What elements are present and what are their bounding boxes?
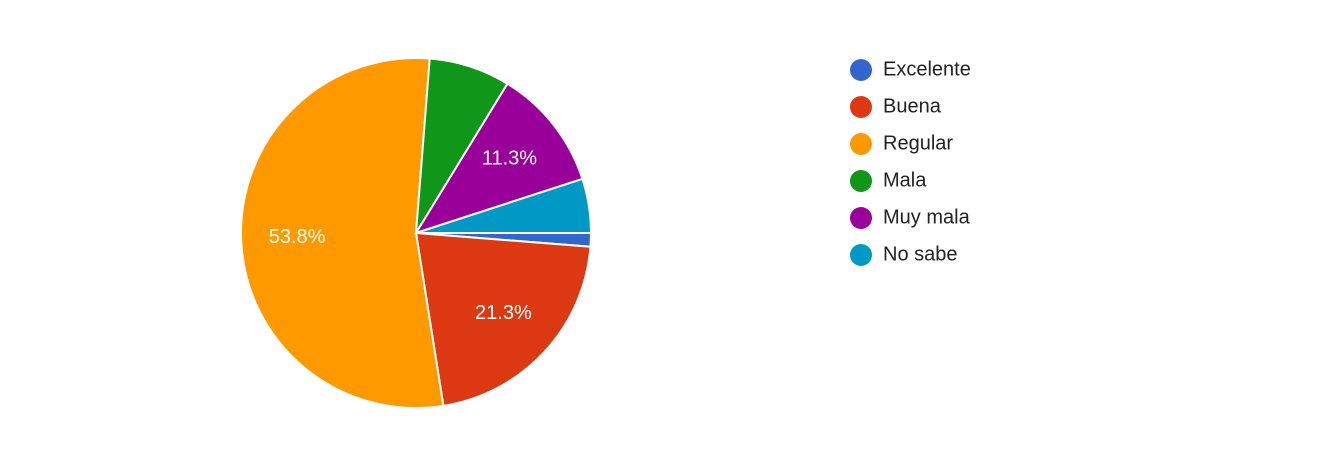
legend-label: Regular — [883, 132, 953, 154]
legend-label: No sabe — [883, 243, 958, 265]
legend-label: Excelente — [883, 58, 971, 80]
legend-swatch — [850, 59, 872, 81]
pie-slice — [414, 231, 592, 407]
legend-label: Muy mala — [883, 206, 971, 228]
legend-swatch — [850, 244, 872, 266]
pie-slice — [413, 82, 584, 235]
slice-label: 21.3% — [475, 302, 532, 324]
pie-slice — [240, 57, 445, 409]
slice-label: 53.8% — [269, 226, 326, 248]
legend-swatch — [850, 96, 872, 118]
slice-label: 11.3% — [482, 148, 537, 170]
legend-label: Buena — [883, 95, 942, 117]
legend-swatch — [850, 133, 872, 155]
legend-label: Mala — [883, 169, 927, 191]
legend-swatch — [850, 207, 872, 229]
legend-swatch — [850, 170, 872, 192]
pie-slice — [415, 177, 593, 234]
